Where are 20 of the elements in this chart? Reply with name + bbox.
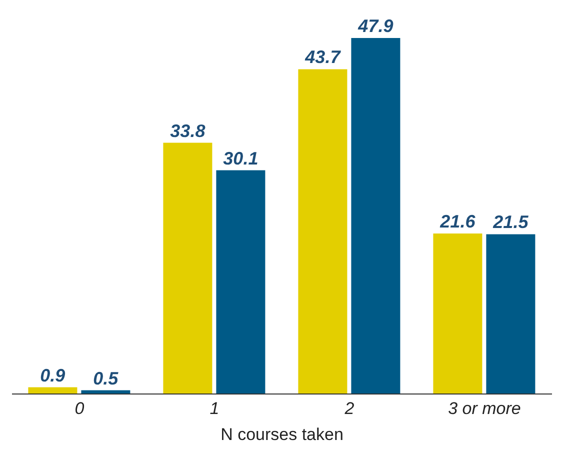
x-tick-label: 1 xyxy=(210,399,220,418)
bar xyxy=(163,142,212,394)
x-tick-label: 3 or more xyxy=(448,399,521,418)
x-tick-label: 0 xyxy=(74,399,85,418)
bar xyxy=(298,69,348,394)
data-label: 21.5 xyxy=(492,212,530,232)
data-label: 21.6 xyxy=(439,211,476,232)
bar xyxy=(486,234,536,394)
bar xyxy=(216,170,266,394)
data-label: 33.8 xyxy=(170,120,206,141)
x-tick-label: 2 xyxy=(344,399,355,418)
data-label: 47.9 xyxy=(357,16,394,36)
x-axis-title: N courses taken xyxy=(220,425,344,444)
data-label: 43.7 xyxy=(304,47,342,68)
data-label: 0.9 xyxy=(40,365,66,386)
data-label: 0.5 xyxy=(93,368,120,388)
bar xyxy=(351,38,400,394)
data-label: 30.1 xyxy=(223,148,258,168)
bar xyxy=(28,387,78,394)
bar xyxy=(433,233,482,394)
